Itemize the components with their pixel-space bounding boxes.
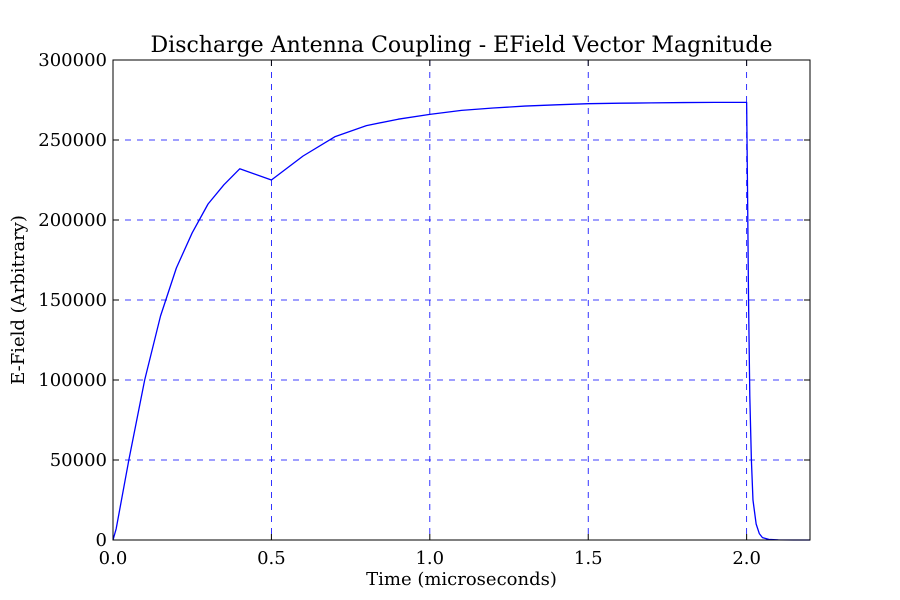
y-axis-label: E-Field (Arbitrary) — [8, 215, 29, 385]
y-tick-label-1: 50000 — [50, 450, 107, 471]
x-tick-label-2: 1.0 — [415, 548, 444, 569]
series-line-0 — [112, 101, 810, 541]
x-axis-label: Time (microseconds) — [366, 569, 557, 590]
y-tick-label-3: 150000 — [38, 290, 107, 311]
y-tick-label-4: 200000 — [38, 210, 107, 231]
y-tick-label-6: 300000 — [38, 50, 107, 71]
y-tick-label-5: 250000 — [38, 130, 107, 151]
grid-lines — [113, 60, 810, 540]
axis-ticks: 0.0 0.5 1.0 1.5 2.0 0 50000 100000 150000 200000 2… — [38, 50, 810, 569]
x-tick-label-1: 0.5 — [257, 548, 286, 569]
y-tick-label-2: 100000 — [38, 370, 107, 391]
x-tick-label-0: 0.0 — [99, 548, 128, 569]
series-lines — [112, 101, 810, 541]
y-tick-label-0: 0 — [96, 530, 107, 551]
x-tick-label-3: 1.5 — [574, 548, 603, 569]
x-tick-label-4: 2.0 — [732, 548, 761, 569]
chart-title: Discharge Antenna Coupling - EField Vect… — [151, 33, 773, 58]
